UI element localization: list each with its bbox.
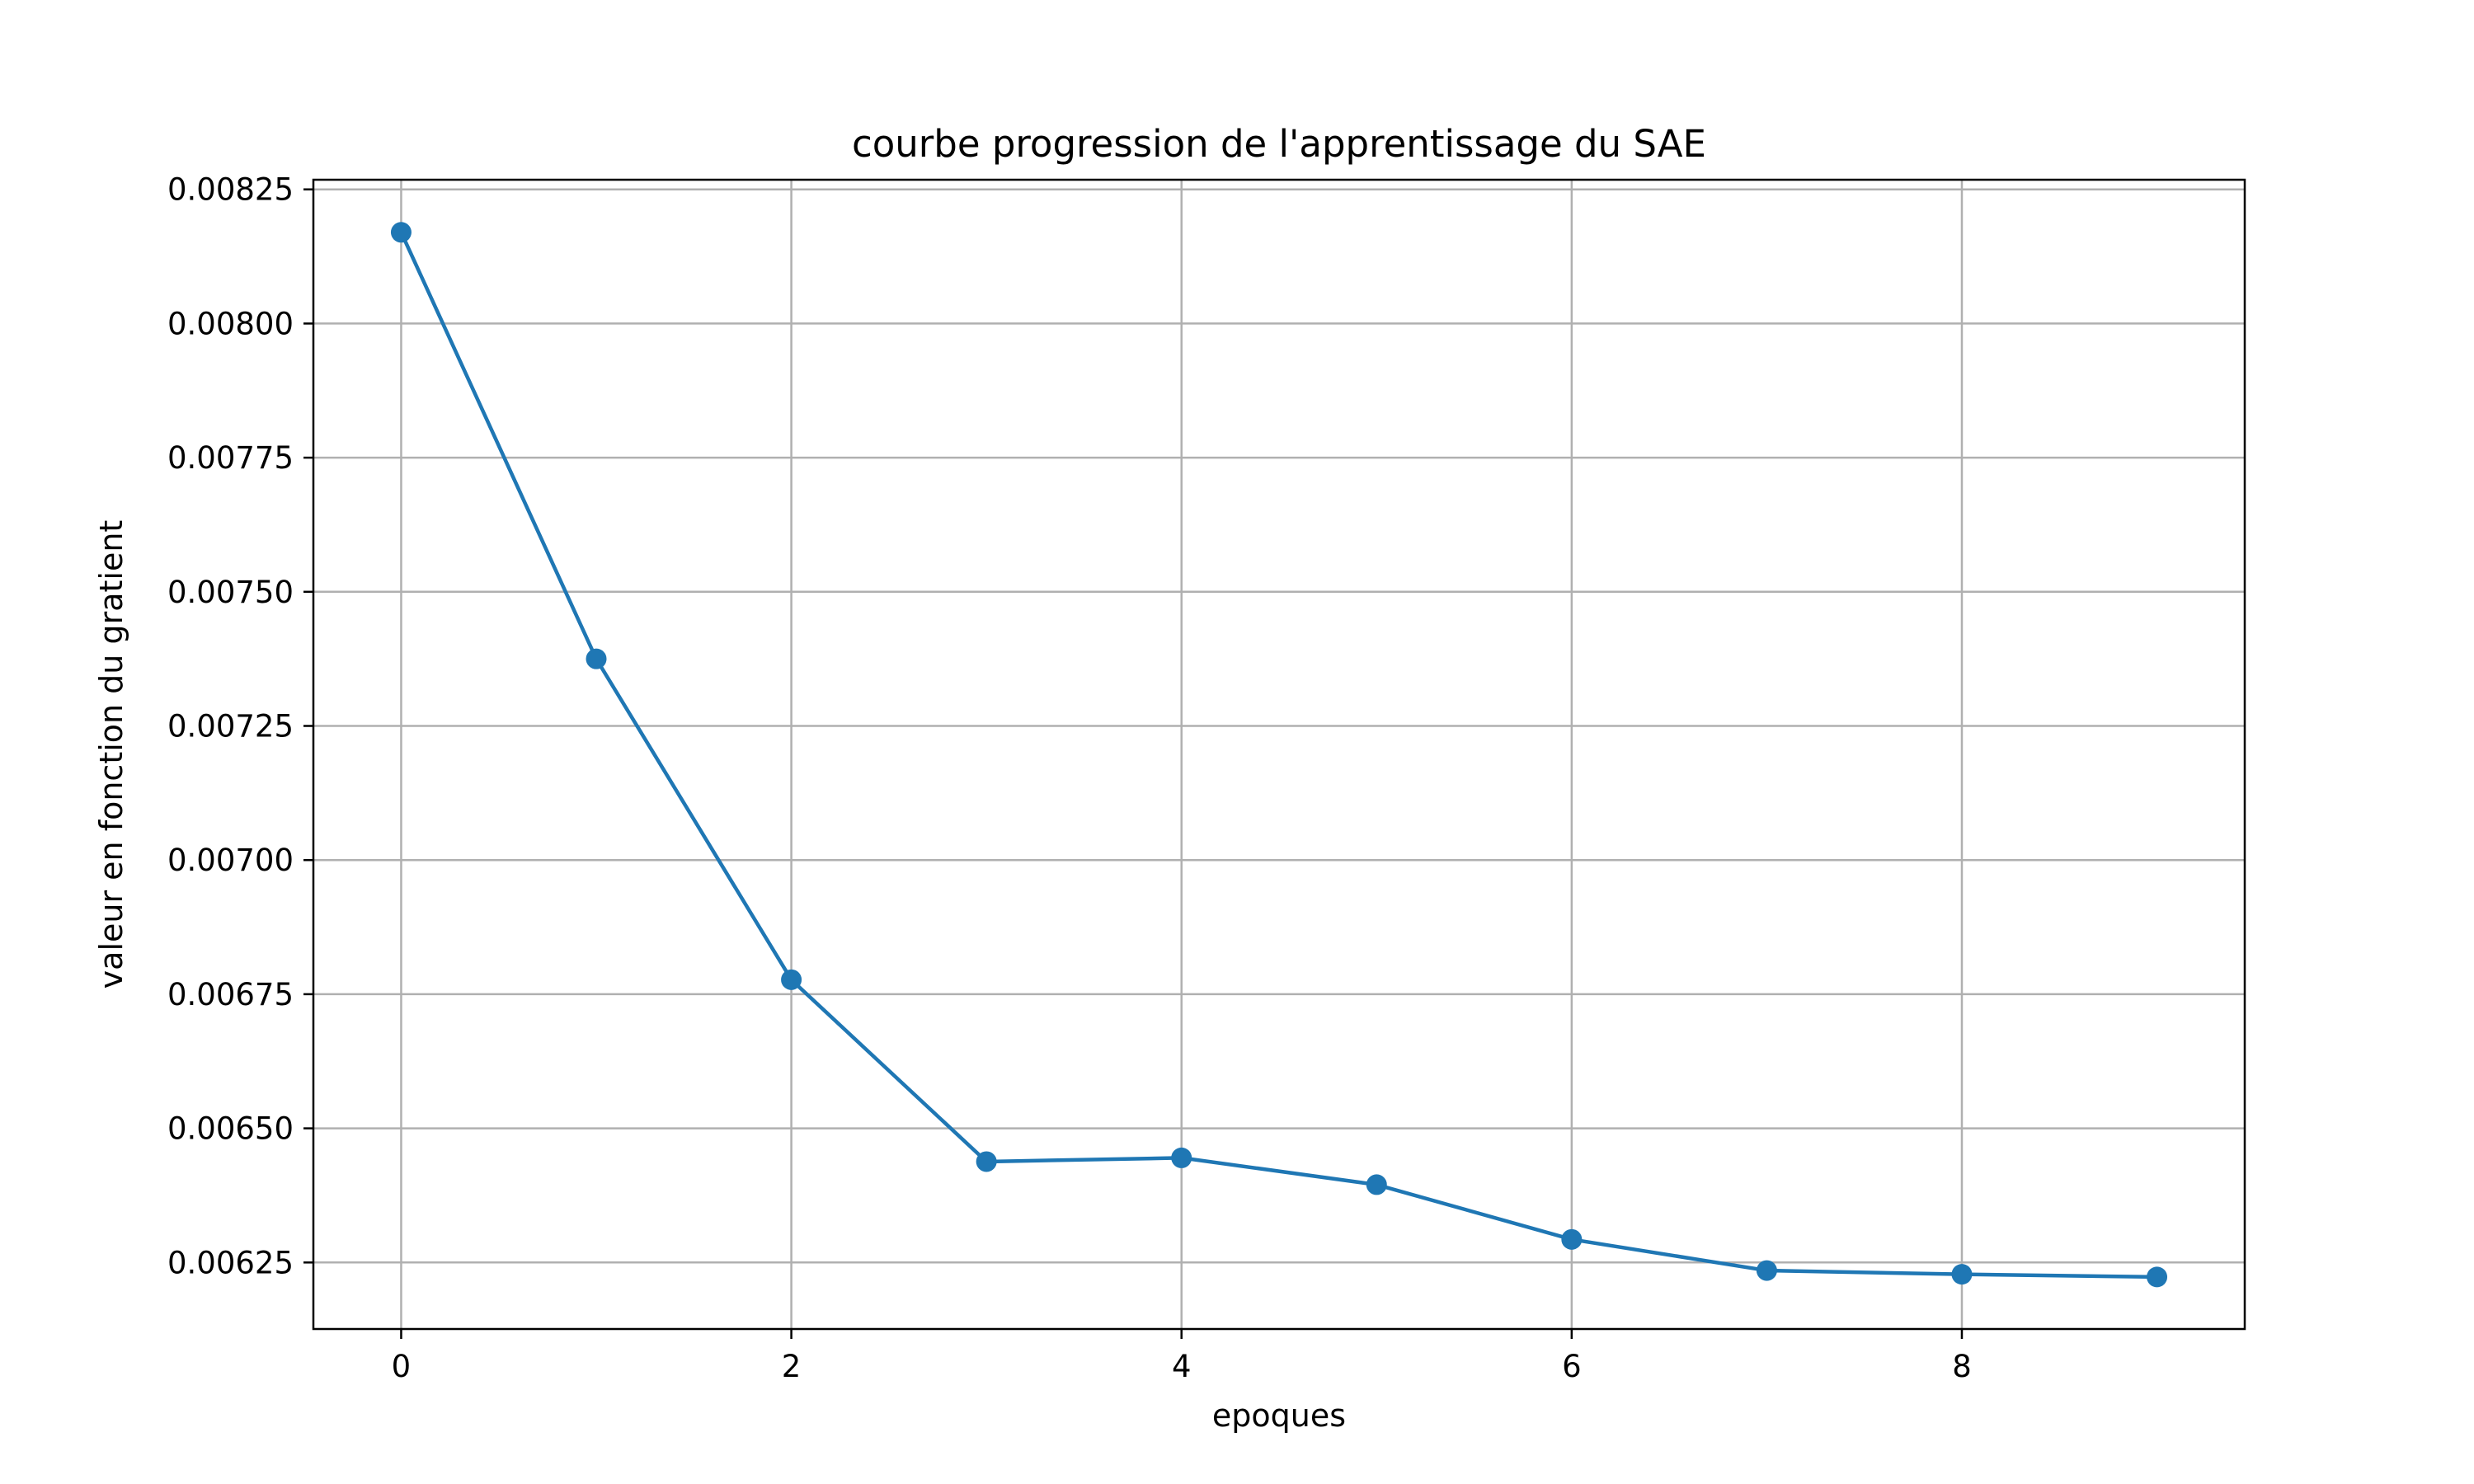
series-line (399, 231, 2157, 1280)
data-point (781, 969, 802, 990)
data-point (1951, 1264, 1973, 1285)
ticks: 0 2 4 6 8 0.00625 0.00650 0.00675 0.00700 0.00725… (167, 172, 1972, 1384)
y-tick-label: 0.00675 (167, 977, 294, 1012)
data-point (390, 222, 412, 243)
data-point (976, 1151, 997, 1172)
x-tick-label: 4 (1172, 1349, 1192, 1384)
x-axis-label: epoques (1212, 1397, 1346, 1434)
y-tick-label: 0.00825 (167, 172, 294, 208)
data-point (1366, 1174, 1387, 1195)
y-tick-label: 0.00725 (167, 709, 294, 744)
y-axis-label: valeur en fonction du gratient (93, 520, 129, 989)
y-tick-label: 0.00750 (167, 575, 294, 610)
x-tick-label: 2 (782, 1349, 802, 1384)
data-point (2147, 1266, 2168, 1288)
y-tick-label: 0.00700 (167, 843, 294, 878)
y-tick-label: 0.00650 (167, 1111, 294, 1147)
x-tick-label: 0 (392, 1349, 412, 1384)
plot-frame (312, 178, 2246, 1331)
data-point (1756, 1260, 1777, 1281)
x-tick-label: 8 (1952, 1349, 1972, 1384)
data-point (1561, 1228, 1583, 1250)
series (390, 222, 2168, 1288)
y-tick-label: 0.00625 (167, 1245, 294, 1280)
data-point (1171, 1147, 1192, 1168)
data-point (586, 648, 607, 669)
x-tick-label: 6 (1562, 1349, 1582, 1384)
grid (313, 180, 2245, 1329)
chart-title: courbe progression de l'apprentissage du… (852, 122, 1706, 166)
y-tick-label: 0.00800 (167, 306, 294, 341)
y-tick-label: 0.00775 (167, 440, 294, 476)
